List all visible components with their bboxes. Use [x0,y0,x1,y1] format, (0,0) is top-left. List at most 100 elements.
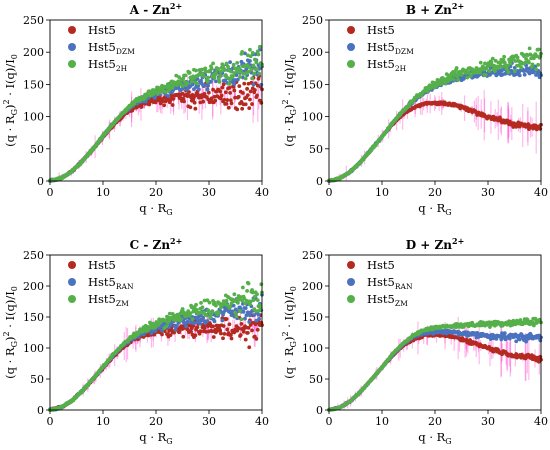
data-point [254,318,259,323]
data-point [224,317,229,321]
data-point [224,298,229,303]
data-point [454,66,459,70]
data-point [246,281,251,286]
data-point [196,87,201,92]
data-point [192,100,197,105]
data-point [453,71,458,76]
data-point [483,72,488,77]
x-tick-label: 30 [481,415,495,428]
data-point [147,325,152,330]
data-point [507,336,512,341]
data-point [218,69,223,74]
data-point [189,329,193,334]
data-point [193,333,198,338]
data-point [534,54,539,59]
legend-label: Hst5RAN [88,275,134,291]
chart-title: D + Zn2+ [406,236,465,252]
data-point [164,324,169,329]
data-point [240,285,245,290]
data-point [523,60,528,65]
data-point [174,73,179,78]
data-point [255,327,260,332]
data-point [214,71,218,75]
x-axis-label: q · RG [418,201,451,217]
data-point [199,301,203,305]
data-point [220,85,225,90]
data-point [223,78,228,83]
data-point [171,96,176,101]
chart-title: A - Zn2+ [129,1,182,17]
data-point [248,54,253,59]
data-point [221,324,226,328]
data-point [234,314,239,319]
data-point [236,326,241,331]
data-point [536,47,541,52]
data-point [213,98,218,103]
data-point [195,81,200,86]
data-point [180,307,185,311]
data-point [253,57,257,62]
data-point [194,302,198,307]
data-point [465,75,470,80]
data-point [211,335,216,339]
data-point [238,333,243,337]
data-point [229,336,234,341]
data-point [245,330,250,335]
chart-panel-0: 0 10 20 30 40 0 50 100 150 200 250 A - Zn2+ q · RG (q… [2,1,269,217]
data-point [207,300,212,305]
chart-panel-2: 0 10 20 30 40 0 50 100 150 200 250 C - Zn2+ q · RG (q… [2,236,269,446]
data-point [468,73,473,78]
data-point [508,64,513,69]
data-point [228,90,232,95]
data-point [249,67,254,72]
y-tick-label: 250 [302,14,323,27]
data-point [243,337,248,342]
legend-label: Hst5DZM [88,40,135,56]
y-axis-label: (q · RG)2 · I(q)/I0 [281,54,298,147]
data-point [245,86,250,91]
data-point [232,82,237,87]
x-axis-label: q · RG [139,201,172,217]
legend-label: Hst52H [88,57,128,73]
y-tick-label: 250 [302,249,323,262]
data-point [239,317,244,322]
legend-label: Hst5RAN [367,275,413,291]
data-point [212,75,217,80]
data-point [240,50,245,54]
data-point [528,52,533,57]
y-axis-label: (q · RG)2 · I(q)/I0 [2,54,19,147]
data-point [459,73,464,77]
data-point [219,93,224,98]
data-point [528,70,533,75]
data-point [245,289,250,293]
data-point [175,83,179,88]
data-point [500,64,504,69]
x-tick-label: 30 [202,415,216,428]
data-point [205,319,210,323]
data-point [257,44,262,49]
data-point [256,312,261,317]
data-point [201,74,206,79]
series-0 [327,100,543,183]
data-point [259,82,264,87]
legend-label: Hst5 [367,23,395,37]
data-point [519,65,524,70]
data-point [209,79,213,84]
data-point [254,60,259,65]
data-point [527,60,531,65]
series-2 [48,280,264,412]
data-point [200,305,205,310]
data-point [505,67,509,72]
data-point [235,107,240,112]
data-point [508,61,513,66]
y-axis-label: (q · RG)2 · I(q)/I0 [281,286,298,379]
data-point [202,298,207,303]
data-point [534,67,538,72]
data-point [500,68,504,73]
y-tick-label: 0 [37,175,44,188]
data-point [253,52,258,57]
data-point [527,46,532,51]
data-point [224,61,229,66]
data-point [160,332,164,337]
